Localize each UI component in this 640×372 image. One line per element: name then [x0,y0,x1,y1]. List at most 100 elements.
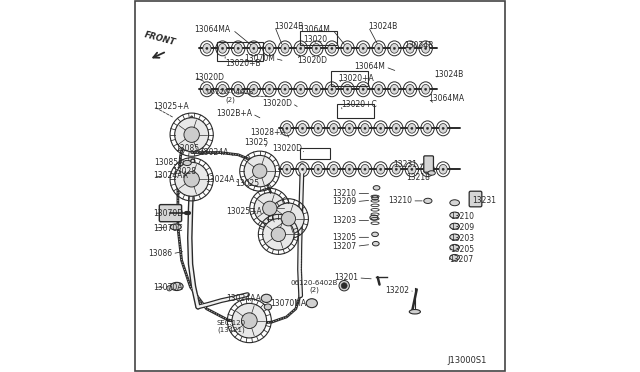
Text: 13085: 13085 [175,144,199,153]
Ellipse shape [346,164,353,174]
Text: 13020D: 13020D [262,99,292,108]
Ellipse shape [373,186,380,190]
Ellipse shape [170,224,181,230]
Circle shape [339,280,349,291]
Text: 13020+C: 13020+C [341,100,377,109]
Text: 13203: 13203 [450,234,474,243]
Text: 13064M: 13064M [299,25,330,34]
Ellipse shape [301,127,303,129]
Circle shape [341,283,347,289]
Text: 13210: 13210 [450,212,474,221]
Ellipse shape [390,84,399,94]
Ellipse shape [364,168,366,170]
Ellipse shape [298,164,307,174]
Text: 13207: 13207 [449,255,474,264]
Text: 13028+A: 13028+A [250,128,286,137]
Ellipse shape [170,282,183,291]
Ellipse shape [394,88,396,90]
Bar [300,148,330,159]
Ellipse shape [344,84,351,94]
Ellipse shape [183,160,191,166]
Circle shape [273,203,304,234]
Ellipse shape [361,124,369,133]
Text: 13207: 13207 [332,242,356,251]
Ellipse shape [439,124,447,133]
Ellipse shape [409,88,411,90]
Ellipse shape [221,47,223,49]
Circle shape [184,127,200,142]
Ellipse shape [268,88,271,90]
Text: 13025: 13025 [244,138,268,147]
Ellipse shape [237,47,239,49]
Text: 1302B+A: 1302B+A [216,109,252,118]
Text: 13070A: 13070A [154,283,183,292]
Circle shape [241,313,257,328]
Ellipse shape [346,47,349,49]
Ellipse shape [328,44,336,53]
Circle shape [254,193,285,224]
Text: 06120-6402B
(2): 06120-6402B (2) [291,280,338,293]
Ellipse shape [408,164,416,174]
Text: 13024A: 13024A [205,175,234,184]
Circle shape [175,118,209,152]
Text: 13020+B: 13020+B [225,59,260,68]
Ellipse shape [333,168,335,170]
Ellipse shape [410,310,420,314]
FancyBboxPatch shape [469,191,482,207]
Ellipse shape [250,84,258,94]
Ellipse shape [266,84,273,94]
Ellipse shape [408,124,416,133]
Ellipse shape [395,127,397,129]
FancyBboxPatch shape [159,205,182,222]
Text: 13020+A: 13020+A [338,74,374,83]
Ellipse shape [346,124,353,133]
Text: 13025+A: 13025+A [227,207,262,216]
Ellipse shape [424,88,427,90]
Ellipse shape [372,241,379,246]
Circle shape [175,162,209,196]
Text: 13205: 13205 [332,233,356,242]
Ellipse shape [328,84,336,94]
Circle shape [271,227,285,241]
Text: SEC.120
(13421): SEC.120 (13421) [217,320,246,333]
Ellipse shape [333,127,335,129]
Ellipse shape [218,44,227,53]
Ellipse shape [450,212,460,218]
Ellipse shape [450,200,460,206]
Ellipse shape [439,164,447,174]
Ellipse shape [426,168,429,170]
Ellipse shape [312,44,321,53]
Ellipse shape [376,124,385,133]
Ellipse shape [315,88,317,90]
FancyBboxPatch shape [424,156,433,172]
Ellipse shape [374,84,383,94]
Text: 13064M: 13064M [355,62,385,71]
Ellipse shape [314,124,322,133]
Text: 13028: 13028 [173,167,196,176]
Text: 13024A: 13024A [200,148,229,157]
Ellipse shape [370,215,378,220]
Ellipse shape [392,124,401,133]
Circle shape [253,164,267,178]
Ellipse shape [395,168,397,170]
Ellipse shape [286,168,288,170]
Ellipse shape [394,47,396,49]
Text: 13020: 13020 [303,35,327,44]
Ellipse shape [253,47,255,49]
Ellipse shape [331,47,333,49]
Ellipse shape [374,44,383,53]
Text: 13085A: 13085A [154,158,183,167]
Ellipse shape [261,294,271,302]
Circle shape [281,212,296,226]
Ellipse shape [364,127,366,129]
Text: 13209: 13209 [332,197,356,206]
Ellipse shape [221,88,223,90]
Ellipse shape [268,47,271,49]
Text: 13210: 13210 [388,196,412,205]
Text: J13000S1: J13000S1 [447,356,486,365]
Ellipse shape [424,47,427,49]
Circle shape [244,155,275,187]
Text: 13086: 13086 [148,249,172,258]
Ellipse shape [392,164,401,174]
Ellipse shape [409,47,411,49]
